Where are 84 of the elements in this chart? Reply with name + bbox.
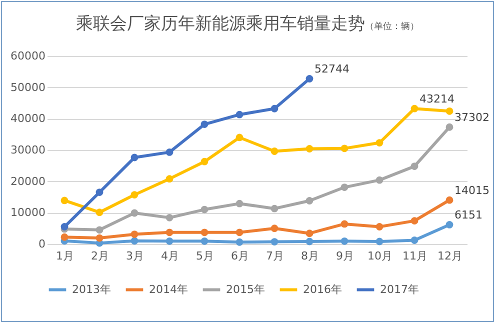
data-label: 6151 bbox=[454, 208, 482, 222]
point bbox=[130, 154, 138, 162]
point bbox=[306, 197, 314, 204]
point bbox=[410, 236, 418, 244]
point bbox=[166, 148, 174, 156]
point bbox=[236, 228, 244, 236]
point bbox=[130, 237, 138, 245]
point bbox=[270, 224, 278, 232]
point bbox=[340, 184, 348, 191]
point bbox=[166, 175, 174, 183]
x-tick-label: 10月 bbox=[368, 250, 392, 262]
point bbox=[60, 233, 68, 241]
point bbox=[236, 238, 244, 246]
point bbox=[446, 123, 454, 131]
point bbox=[130, 191, 138, 199]
x-tick-label: 4月 bbox=[161, 250, 179, 262]
point bbox=[410, 217, 418, 225]
x-tick-label: 8月 bbox=[301, 250, 319, 262]
point bbox=[306, 238, 314, 246]
data-label: 52744 bbox=[314, 62, 350, 76]
point bbox=[270, 204, 278, 212]
point bbox=[96, 234, 104, 242]
point bbox=[200, 228, 208, 236]
point bbox=[446, 196, 454, 204]
point bbox=[306, 145, 314, 152]
legend-label: 2015年 bbox=[226, 282, 265, 296]
point bbox=[236, 134, 244, 142]
data-label: 14015 bbox=[454, 184, 490, 198]
point bbox=[96, 226, 104, 234]
x-tick-label: 11月 bbox=[402, 250, 428, 262]
legend-label: 2013年 bbox=[72, 282, 111, 296]
point bbox=[60, 223, 68, 230]
x-tick-label: 9月 bbox=[336, 250, 354, 262]
point bbox=[306, 75, 314, 82]
point bbox=[130, 230, 138, 238]
point bbox=[376, 176, 384, 184]
point bbox=[166, 214, 174, 222]
x-tick-label: 2月 bbox=[91, 250, 109, 262]
point bbox=[270, 148, 278, 155]
point bbox=[306, 230, 314, 238]
point bbox=[270, 104, 278, 112]
point bbox=[446, 107, 454, 115]
chart-subtitle: （单位：辆） bbox=[365, 20, 419, 33]
point bbox=[60, 196, 68, 204]
point bbox=[200, 206, 208, 214]
legend-label: 2016年 bbox=[303, 282, 342, 296]
point bbox=[200, 237, 208, 245]
point bbox=[376, 223, 384, 230]
point bbox=[200, 120, 208, 128]
y-tick-label: 40000 bbox=[10, 112, 46, 126]
point bbox=[236, 110, 244, 118]
point bbox=[410, 104, 418, 112]
x-tick-label: 7月 bbox=[266, 250, 284, 262]
point bbox=[376, 139, 384, 146]
point bbox=[376, 238, 384, 246]
x-tick-label: 3月 bbox=[126, 250, 144, 262]
legend-label: 2017年 bbox=[380, 282, 419, 296]
x-tick-label: 12月 bbox=[438, 250, 462, 262]
x-tick-label: 6月 bbox=[231, 250, 249, 262]
point bbox=[270, 238, 278, 246]
point bbox=[200, 158, 208, 166]
point bbox=[166, 228, 174, 236]
data-label: 43214 bbox=[420, 92, 454, 106]
point bbox=[130, 209, 138, 217]
point bbox=[446, 221, 454, 228]
point bbox=[96, 188, 104, 196]
y-tick-label: 50000 bbox=[10, 80, 46, 94]
y-tick-label: 10000 bbox=[10, 206, 46, 220]
point bbox=[340, 220, 348, 228]
point bbox=[96, 208, 104, 216]
x-tick-label: 5月 bbox=[196, 250, 214, 262]
point bbox=[340, 144, 348, 152]
y-tick-label: 60000 bbox=[10, 50, 46, 62]
y-tick-label: 30000 bbox=[10, 144, 46, 156]
x-tick-label: 1月 bbox=[56, 250, 74, 262]
legend-label: 2014年 bbox=[149, 282, 188, 296]
point bbox=[236, 200, 244, 208]
point bbox=[410, 162, 418, 170]
y-tick-label: 20000 bbox=[10, 174, 46, 188]
data-label: 37302 bbox=[454, 111, 490, 124]
y-tick-label: 0 bbox=[38, 238, 46, 250]
point bbox=[166, 237, 174, 245]
point bbox=[340, 237, 348, 245]
chart-title: 乘联会厂家历年新能源乘用车销量走势 bbox=[76, 13, 365, 35]
